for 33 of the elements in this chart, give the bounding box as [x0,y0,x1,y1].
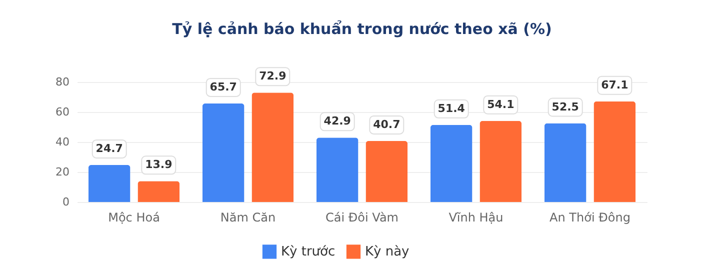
bar [480,120,522,202]
y-tick-label: 0 [62,196,70,208]
legend-label: Kỳ này [365,244,410,260]
y-tick-label: 20 [56,166,70,178]
bar [430,124,472,202]
data-label: 13.9 [145,158,172,172]
data-label: 52.5 [552,100,579,114]
y-tick-label: 80 [56,76,70,88]
bar [594,101,636,202]
data-label: 72.9 [259,70,286,83]
data-label: 42.9 [324,114,351,128]
y-tick-label: 40 [56,136,70,148]
y-tick-label: 60 [56,106,70,118]
x-tick-label: Vĩnh Hậu [448,210,504,224]
data-label: 65.7 [210,80,237,94]
data-label: 54.1 [487,98,514,111]
x-tick-label: Mộc Hoá [108,210,160,224]
x-tick-label: Năm Căn [220,210,276,224]
x-tick-label: Cái Đôi Vàm [326,210,398,224]
data-label: 51.4 [438,102,466,115]
bar [202,103,244,202]
bar [252,92,294,202]
data-label: 67.1 [601,78,628,92]
bar [138,181,180,202]
bar [88,164,130,202]
bar [544,123,586,202]
chart-title: Tỷ lệ cảnh báo khuẩn trong nước theo xã (%) [172,20,552,38]
x-tick-label: An Thới Đông [550,210,630,224]
data-label: 40.7 [373,118,400,131]
data-label: 24.7 [96,142,123,155]
bar [366,140,408,202]
legend-label: Kỳ trước [281,244,336,260]
bar [316,138,358,202]
